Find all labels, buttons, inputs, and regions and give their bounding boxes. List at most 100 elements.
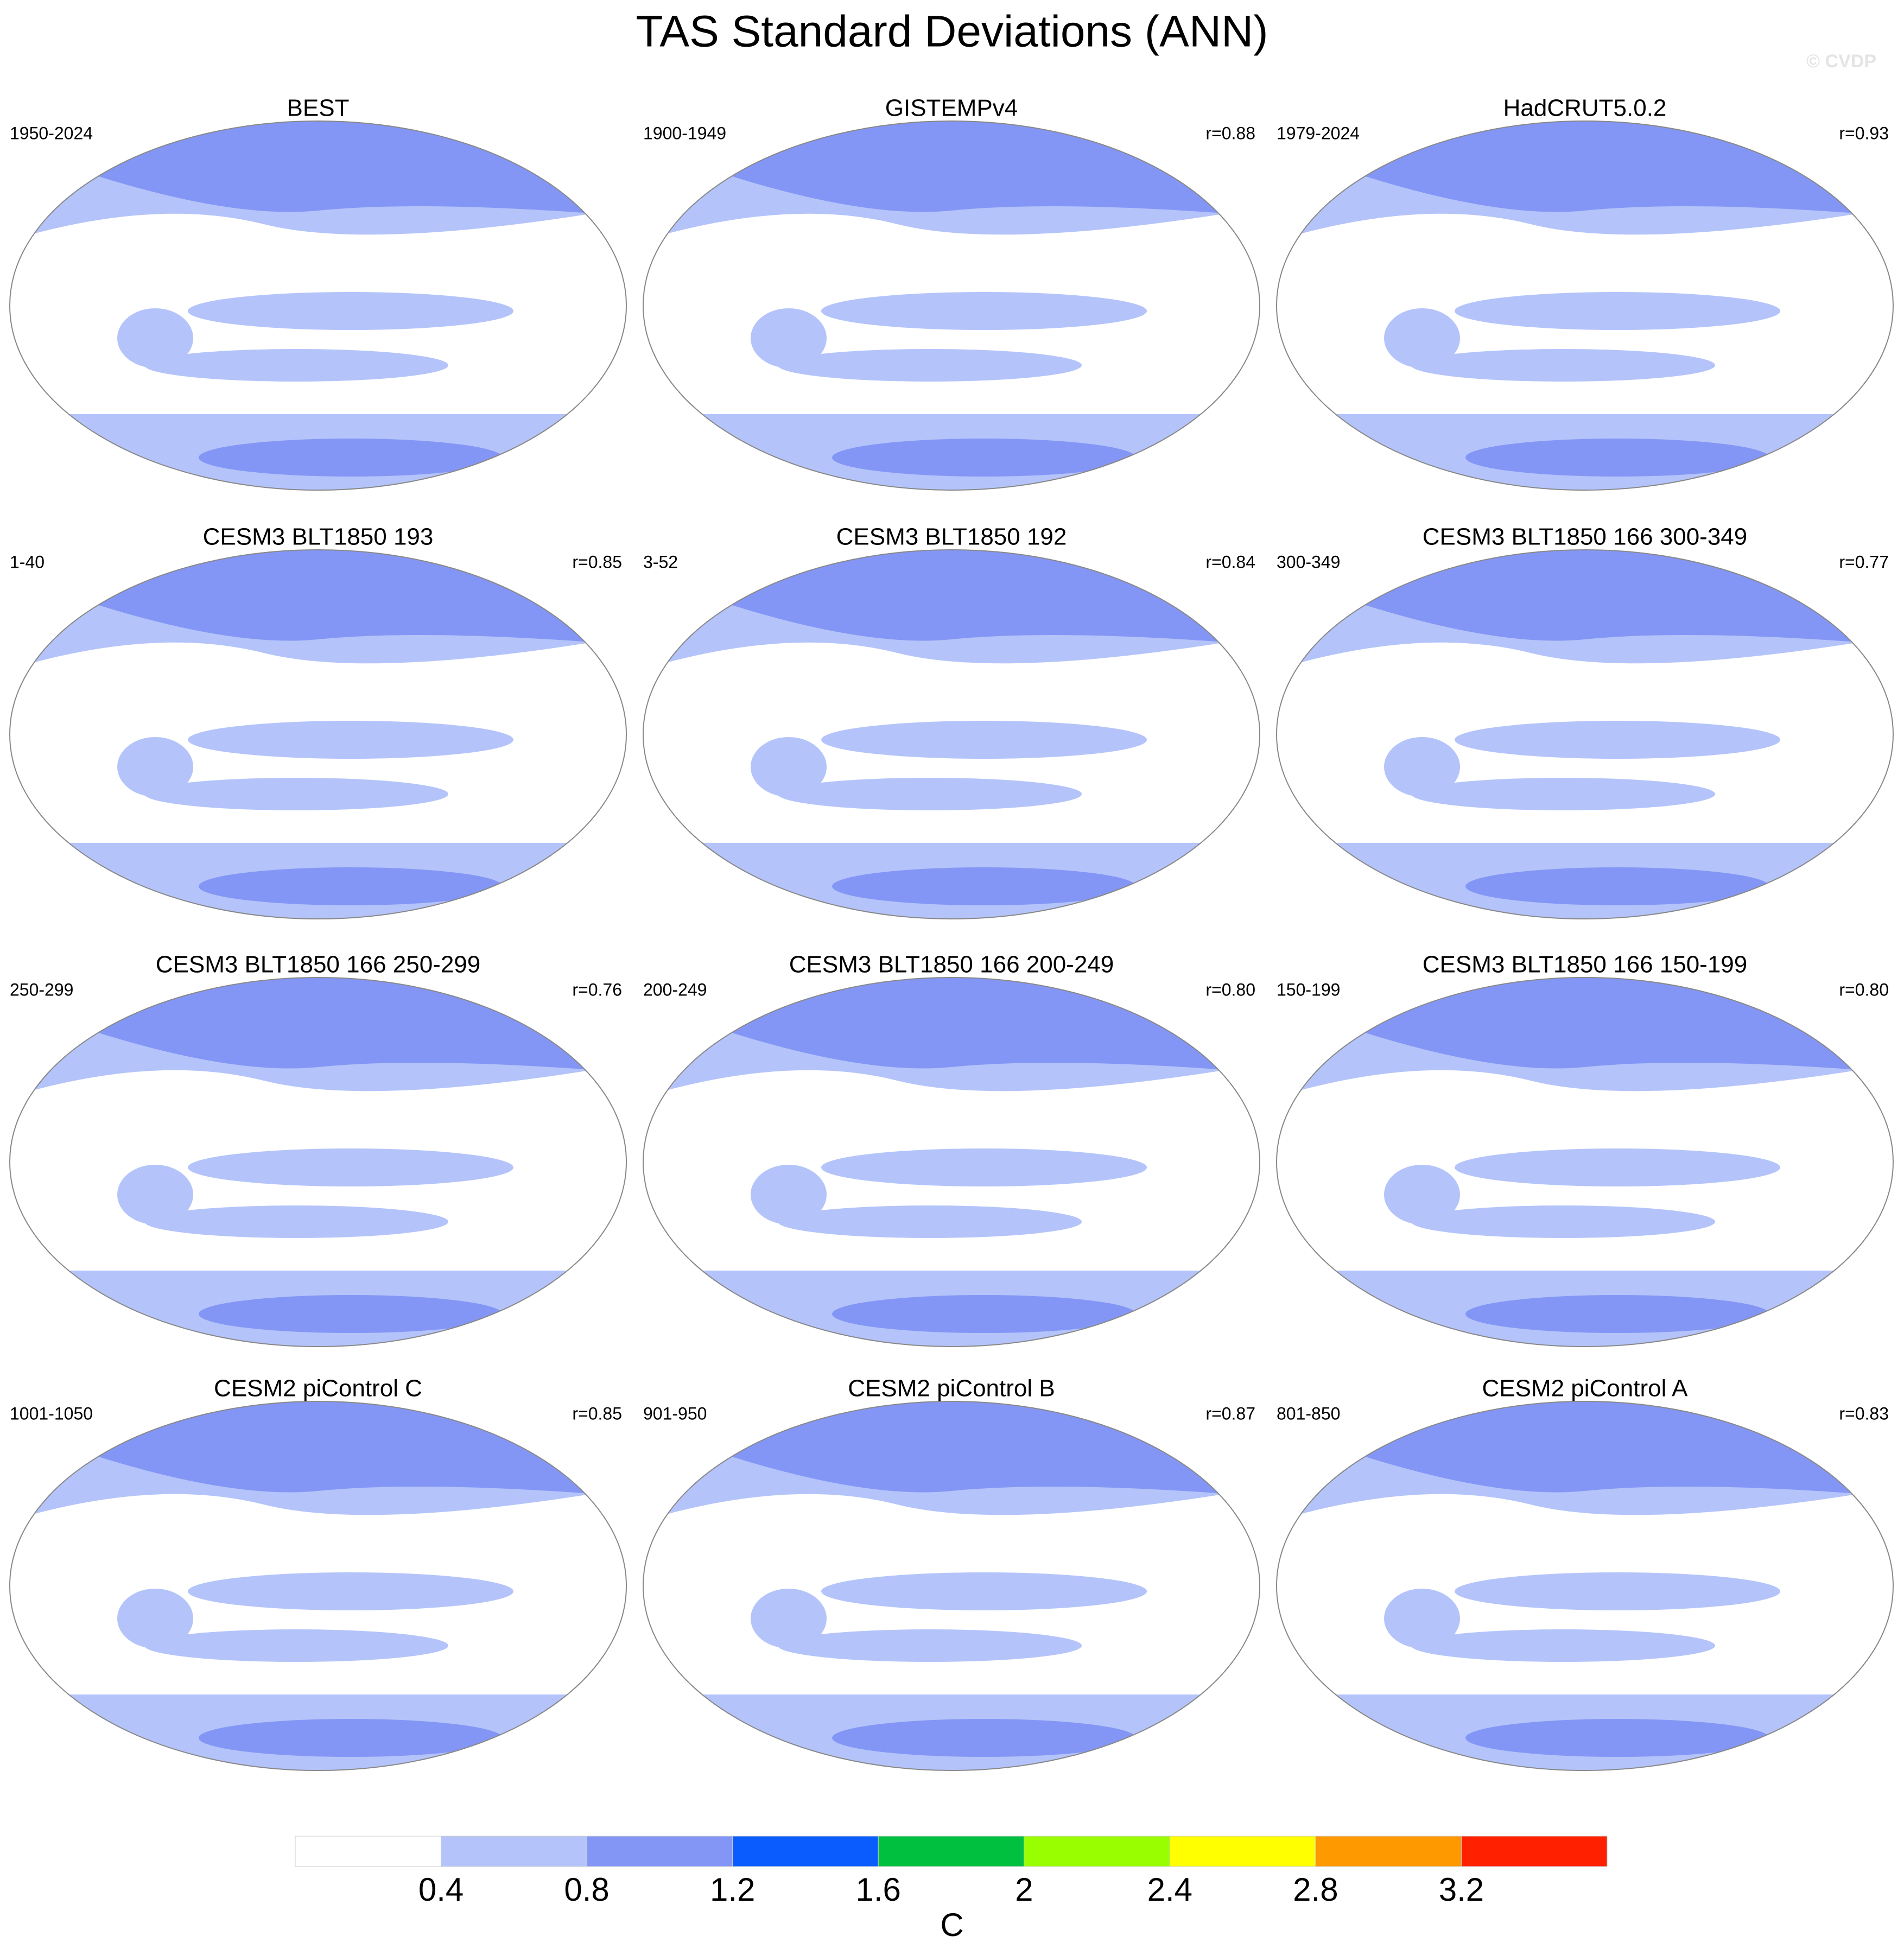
map-shading	[188, 292, 513, 330]
map-outline	[1276, 120, 1894, 491]
panel-title: BEST	[287, 95, 350, 122]
map-shading	[10, 208, 626, 287]
map-shading	[751, 308, 827, 368]
map-shading	[832, 1295, 1136, 1333]
map-shading	[1465, 1295, 1769, 1333]
period-label: 1-40	[10, 552, 45, 572]
map-shading	[117, 737, 193, 797]
colorbar-box	[1169, 1836, 1316, 1867]
correlation-label: r=0.83	[1839, 1404, 1889, 1423]
map-shading	[643, 637, 1260, 715]
map-shading	[199, 1295, 503, 1333]
colorbar-tick-label: 3.2	[1439, 1871, 1484, 1908]
map-shading	[1455, 292, 1780, 330]
panel-title: CESM3 BLT1850 166 150-199	[1423, 951, 1747, 978]
panel-title: CESM2 piControl A	[1482, 1375, 1688, 1402]
map-shading	[1455, 1148, 1780, 1186]
map-outline	[643, 1401, 1260, 1771]
colorbar-box	[732, 1836, 879, 1867]
map-outline	[643, 120, 1260, 491]
map	[10, 977, 626, 1347]
correlation-label: r=0.80	[1839, 980, 1889, 999]
colorbar-label: C	[940, 1907, 963, 1943]
map	[643, 550, 1260, 919]
period-label: 3-52	[643, 552, 678, 572]
colorbar-tick-label: 1.2	[710, 1871, 755, 1908]
map-shading	[751, 737, 827, 797]
colorbar-tick-label: 0.8	[564, 1871, 609, 1908]
colorbar-box	[441, 1836, 587, 1867]
map-shading	[778, 778, 1082, 810]
period-label: 150-199	[1277, 980, 1340, 999]
period-label: 801-850	[1277, 1404, 1340, 1423]
map-shading	[1277, 637, 1893, 715]
map-shading	[751, 1165, 827, 1224]
correlation-label: r=0.76	[572, 980, 622, 999]
colorbar-tick-label: 2	[1015, 1871, 1033, 1908]
map-shading	[1455, 1572, 1780, 1610]
map-outline	[9, 1401, 627, 1771]
colorbar-box	[878, 1836, 1025, 1867]
colorbar-tick-label: 2.8	[1293, 1871, 1338, 1908]
period-label: 300-349	[1277, 552, 1340, 572]
map-shading	[144, 349, 448, 382]
map-shading	[643, 208, 1260, 287]
map-shading	[643, 1064, 1260, 1143]
correlation-label: r=0.85	[572, 552, 622, 572]
map-shading	[188, 1148, 513, 1186]
map-shading	[1411, 1205, 1715, 1238]
map	[10, 550, 626, 919]
map	[643, 121, 1260, 490]
panel-title: CESM3 BLT1850 166 300-349	[1423, 524, 1747, 550]
map-shading	[117, 1165, 193, 1224]
panel-title: CESM2 piControl B	[848, 1375, 1055, 1402]
figure-title: TAS Standard Deviations (ANN)	[636, 7, 1268, 56]
map-shading	[778, 1205, 1082, 1238]
map-outline	[1276, 977, 1894, 1347]
map-shading	[10, 637, 626, 715]
map-shading	[117, 1589, 193, 1648]
map-shading	[199, 1719, 503, 1757]
panel-title: CESM3 BLT1850 193	[203, 524, 434, 550]
map-shading	[1411, 778, 1715, 810]
map-shading	[751, 1589, 827, 1648]
map-shading	[1465, 439, 1769, 477]
watermark: © CVDP	[1806, 51, 1876, 72]
colorbar-tick-label: 1.6	[856, 1871, 901, 1908]
map-outline	[643, 977, 1260, 1347]
correlation-label: r=0.88	[1205, 123, 1255, 143]
map-shading	[144, 1629, 448, 1662]
map-shading	[778, 1629, 1082, 1662]
panel-title: CESM3 BLT1850 166 200-249	[789, 951, 1114, 978]
map-outline	[9, 977, 627, 1347]
period-label: 250-299	[10, 980, 73, 999]
panel-title: CESM2 piControl C	[214, 1375, 422, 1402]
map-shading	[821, 1572, 1147, 1610]
correlation-label: r=0.93	[1839, 123, 1889, 143]
map	[1277, 121, 1893, 490]
map-shading	[778, 349, 1082, 382]
map-shading	[199, 439, 503, 477]
map	[1277, 550, 1893, 919]
correlation-label: r=0.85	[572, 1404, 622, 1423]
map-shading	[821, 292, 1147, 330]
map-shading	[821, 1148, 1147, 1186]
map-outline	[9, 120, 627, 491]
map-shading	[188, 1572, 513, 1610]
period-label: 1950-2024	[10, 123, 93, 143]
colorbar-box	[295, 1836, 442, 1867]
colorbar-box	[1461, 1836, 1608, 1867]
panel-title: CESM3 BLT1850 166 250-299	[156, 951, 480, 978]
map-shading	[1411, 349, 1715, 382]
map-shading	[821, 721, 1147, 759]
map-shading	[1384, 308, 1460, 368]
period-label: 901-950	[643, 1404, 707, 1423]
map-shading	[832, 867, 1136, 905]
map-shading	[1277, 1488, 1893, 1567]
map	[1277, 977, 1893, 1347]
map-outline	[1276, 1401, 1894, 1771]
colorbar-box	[1315, 1836, 1462, 1867]
colorbar-tick-label: 2.4	[1147, 1871, 1192, 1908]
map-shading	[188, 721, 513, 759]
map-shading	[1384, 737, 1460, 797]
